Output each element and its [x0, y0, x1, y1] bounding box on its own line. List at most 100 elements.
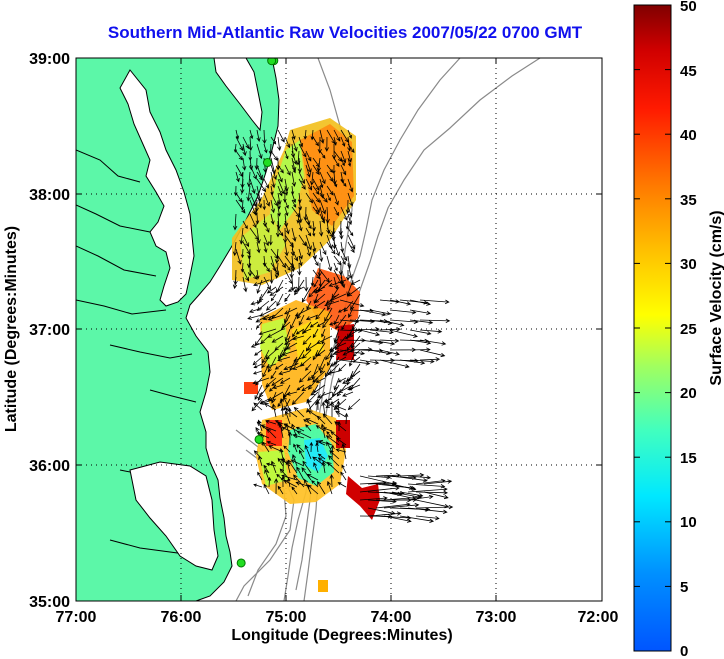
velocity-arrow	[320, 423, 326, 439]
velocity-arrow	[253, 279, 270, 287]
velocity-arrow	[305, 418, 319, 425]
velocity-arrow	[266, 286, 277, 294]
velocity-arrow	[298, 143, 307, 158]
velocity-arrow	[304, 276, 309, 292]
velocity-arrow	[348, 307, 354, 319]
velocity-arrow	[341, 321, 347, 331]
velocity-arrow	[321, 460, 326, 474]
velocity-arrow	[305, 227, 312, 237]
colorbar-tick-label: 40	[680, 127, 697, 144]
velocity-arrow	[266, 440, 277, 446]
velocity-arrow	[340, 136, 346, 147]
velocity-arrow	[242, 143, 247, 157]
velocity-arrow	[419, 318, 451, 323]
velocity-arrow	[316, 399, 320, 411]
x-axis-label: Longitude (Degrees:Minutes)	[231, 627, 452, 644]
velocity-arrow	[305, 164, 311, 178]
velocity-arrow	[327, 455, 340, 467]
velocity-arrow	[270, 171, 276, 189]
velocity-arrow	[298, 314, 305, 326]
velocity-arrow	[379, 327, 402, 332]
velocity-arrow	[340, 471, 347, 481]
velocity-arrow	[306, 474, 319, 481]
velocity-arrow	[256, 269, 260, 280]
velocity-arrow	[391, 475, 428, 483]
velocity-arrow	[263, 220, 270, 233]
velocity-arrow	[262, 314, 277, 321]
velocity-arrow	[407, 494, 434, 501]
velocity-arrow	[389, 299, 412, 306]
velocity-arrow	[263, 178, 269, 189]
velocity-arrow	[291, 136, 298, 152]
velocity-arrow	[263, 192, 270, 207]
velocity-arrow	[235, 192, 243, 203]
velocity-arrow	[347, 286, 361, 297]
velocity-arrow	[254, 206, 258, 216]
velocity-arrow	[256, 279, 263, 294]
velocity-arrow	[339, 299, 365, 308]
velocity-arrow	[270, 199, 276, 214]
velocity-arrow	[291, 335, 305, 341]
velocity-arrow	[284, 410, 291, 425]
velocity-arrow	[296, 384, 305, 391]
velocity-arrow	[295, 328, 305, 335]
velocity-arrow	[258, 328, 277, 336]
velocity-arrow	[415, 515, 440, 521]
velocity-arrow	[249, 178, 256, 195]
velocity-arrow	[270, 460, 277, 474]
velocity-arrow	[279, 377, 291, 384]
velocity-arrow	[246, 185, 251, 202]
velocity-arrow	[326, 480, 333, 495]
velocity-arrow	[235, 248, 242, 265]
velocity-arrow	[315, 440, 326, 446]
velocity-arrow	[284, 293, 291, 303]
velocity-arrow	[240, 199, 245, 211]
velocity-arrow	[347, 157, 352, 167]
velocity-arrow	[267, 476, 272, 488]
velocity-arrow	[347, 398, 361, 411]
velocity-arrow	[326, 185, 334, 196]
velocity-arrow	[261, 349, 270, 364]
velocity-arrow	[291, 391, 305, 405]
y-tick-labels: 39:00 38:00 37:00 36:00 35:00	[29, 51, 70, 611]
velocity-arrow	[329, 450, 340, 460]
velocity-arrow	[399, 515, 435, 523]
velocity-arrow	[319, 150, 326, 159]
velocity-arrow	[298, 370, 312, 383]
delaware-bay	[213, 58, 263, 132]
velocity-arrow	[326, 461, 340, 474]
velocity-arrow	[407, 483, 446, 489]
velocity-arrow	[274, 342, 284, 351]
velocity-arrow	[340, 150, 347, 164]
velocity-arrow	[342, 349, 354, 356]
velocity-arrow	[288, 407, 292, 418]
velocity-arrow	[270, 192, 278, 207]
velocity-arrow	[326, 370, 340, 376]
velocity-arrow	[301, 286, 312, 303]
velocity-arrow	[312, 227, 316, 237]
velocity-arrow	[319, 213, 325, 224]
velocity-arrow	[347, 206, 353, 218]
velocity-arrow	[338, 220, 343, 236]
velocity-arrow	[336, 400, 341, 418]
velocity-arrow	[297, 262, 302, 276]
velocity-arrow	[333, 157, 340, 168]
velocity-arrow	[333, 276, 339, 290]
velocity-arrow	[369, 339, 396, 346]
velocity-arrow	[316, 321, 326, 327]
velocity-arrow	[274, 420, 284, 425]
colorbar-tick-label: 15	[680, 450, 697, 467]
velocity-arrow	[298, 220, 303, 232]
velocity-arrow	[281, 474, 298, 481]
velocity-arrow	[291, 171, 297, 187]
velocity-arrow	[293, 286, 305, 293]
velocity-arrow	[305, 234, 312, 251]
velocity-arrow	[298, 234, 307, 247]
velocity-arrow	[331, 286, 340, 299]
velocity-arrow	[267, 314, 284, 321]
velocity-arrow	[340, 178, 347, 187]
velocity-arrow	[287, 459, 298, 474]
velocity-arrow	[315, 377, 326, 383]
velocity-arrow	[265, 300, 277, 311]
velocity-arrow	[247, 262, 253, 277]
